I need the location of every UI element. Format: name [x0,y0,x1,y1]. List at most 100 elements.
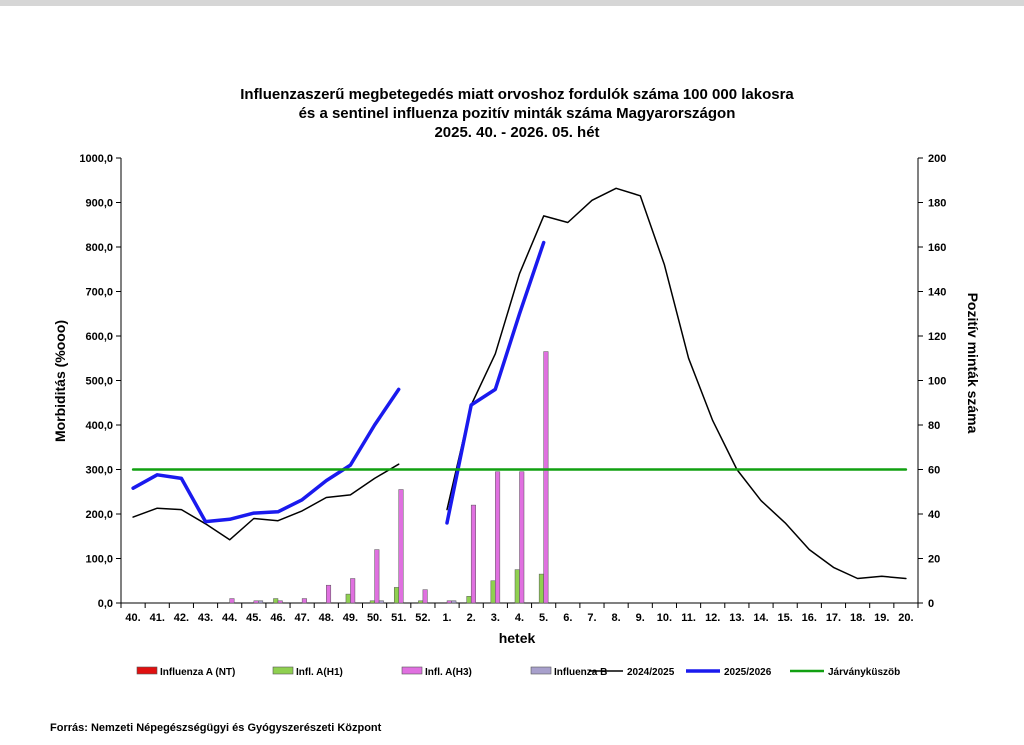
bar [326,584,332,604]
bar [538,573,544,604]
x-tick-label: 12. [705,612,720,624]
legend-swatch [272,666,294,675]
x-tick-label: 44. [222,612,237,624]
y-tick-label-right: 60 [928,465,940,477]
bar [378,600,384,604]
y-tick-label-left: 900,0 [85,198,113,210]
y-tick-label-right: 120 [928,331,946,343]
x-tick-label: 7. [587,612,596,624]
x-tick-label: 13. [729,612,744,624]
legend-label: Infl. A(H3) [425,667,472,678]
y-tick-label-right: 180 [928,198,946,210]
bar [374,549,380,604]
ticks-layer: 0,0 100,0 200,0 300,0 400,0 500,0 600,0 700,0 80… [79,153,946,624]
x-tick-label: 52. [415,612,430,624]
legend-label: Influenza A (NT) [160,667,235,678]
y-tick-label-right: 100 [928,376,946,388]
series-line [446,187,907,580]
x-tick-label: 9. [636,612,645,624]
bar [470,504,476,604]
bar [229,598,235,604]
series-line [131,387,401,524]
legend-swatch [530,666,552,675]
window-top-bar [0,0,1024,6]
legend-swatch [401,666,423,675]
y-tick-label-left: 300,0 [85,465,113,477]
bar [345,593,351,604]
y-tick-label-right: 20 [928,554,940,566]
x-tick-label: 11. [681,612,696,624]
x-tick-label: 4. [515,612,524,624]
bar [519,471,525,604]
bar [350,578,356,604]
legend-swatch [136,666,158,675]
y-tick-label-left: 0,0 [98,598,113,610]
x-tick-label: 50. [367,612,382,624]
y-axis-label-right: Pozitív minták száma [965,293,981,434]
y-tick-label-right: 80 [928,420,940,432]
y-axis-label-left: Morbiditás (%ooo) [52,320,68,442]
y-tick-label-left: 1000,0 [79,153,113,165]
y-tick-label-right: 40 [928,509,940,521]
x-axis-label: hetek [499,630,536,646]
x-tick-label: 5. [539,612,548,624]
x-tick-label: 47. [294,612,309,624]
x-tick-label: 8. [612,612,621,624]
bar [418,600,424,604]
y-tick-label-left: 400,0 [85,420,113,432]
x-tick-label: 3. [491,612,500,624]
legend: Influenza A (NT) Infl. A(H1) Infl. A(H3) In… [136,666,900,678]
x-tick-label: 2. [467,612,476,624]
chart-title-line-2: és a sentinel influenza pozitív minták s… [299,105,736,122]
bar [273,598,279,604]
bar [490,580,496,604]
x-tick-label: 14. [753,612,768,624]
bar [253,600,259,604]
bar [514,569,520,604]
legend-label: 2024/2025 [627,667,675,678]
chart-title-line-1: Influenzaszerű megbetegedés miatt orvosh… [240,86,794,103]
x-tick-label: 17. [826,612,841,624]
x-tick-label: 18. [850,612,865,624]
bars-layer [229,351,549,604]
x-tick-label: 6. [563,612,572,624]
legend-label: Influenza B [554,667,607,678]
bar [398,489,404,604]
bar [258,600,264,604]
chart-title-line-3: 2025. 40. - 2026. 05. hét [434,124,599,141]
y-tick-label-left: 100,0 [85,554,113,566]
x-tick-label: 49. [343,612,358,624]
x-tick-label: 40. [125,612,140,624]
bar [446,600,452,604]
x-tick-label: 43. [198,612,213,624]
y-tick-label-right: 140 [928,287,946,299]
x-tick-label: 10. [657,612,672,624]
bar [393,587,399,604]
bar [451,600,457,604]
x-tick-label: 16. [802,612,817,624]
series-line [445,240,546,525]
x-tick-label: 48. [319,612,334,624]
lines-layer [131,187,908,580]
y-tick-label-left: 700,0 [85,287,113,299]
x-tick-label: 15. [778,612,793,624]
bar [495,471,501,604]
x-tick-label: 42. [174,612,189,624]
x-tick-label: 20. [898,612,913,624]
source-note: Forrás: Nemzeti Népegészségügyi és Gyógy… [50,722,382,734]
x-tick-label: 45. [246,612,261,624]
y-tick-label-left: 800,0 [85,242,113,254]
legend-label: Infl. A(H1) [296,667,343,678]
bar [422,589,428,604]
x-tick-label: 1. [442,612,451,624]
bar [369,600,375,604]
bar [543,351,549,604]
x-tick-label: 51. [391,612,406,624]
x-tick-label: 19. [874,612,889,624]
y-tick-label-left: 600,0 [85,331,113,343]
y-tick-label-right: 200 [928,153,946,165]
x-tick-label: 41. [150,612,165,624]
bar [301,598,307,604]
y-tick-label-left: 500,0 [85,376,113,388]
bar [466,596,472,604]
